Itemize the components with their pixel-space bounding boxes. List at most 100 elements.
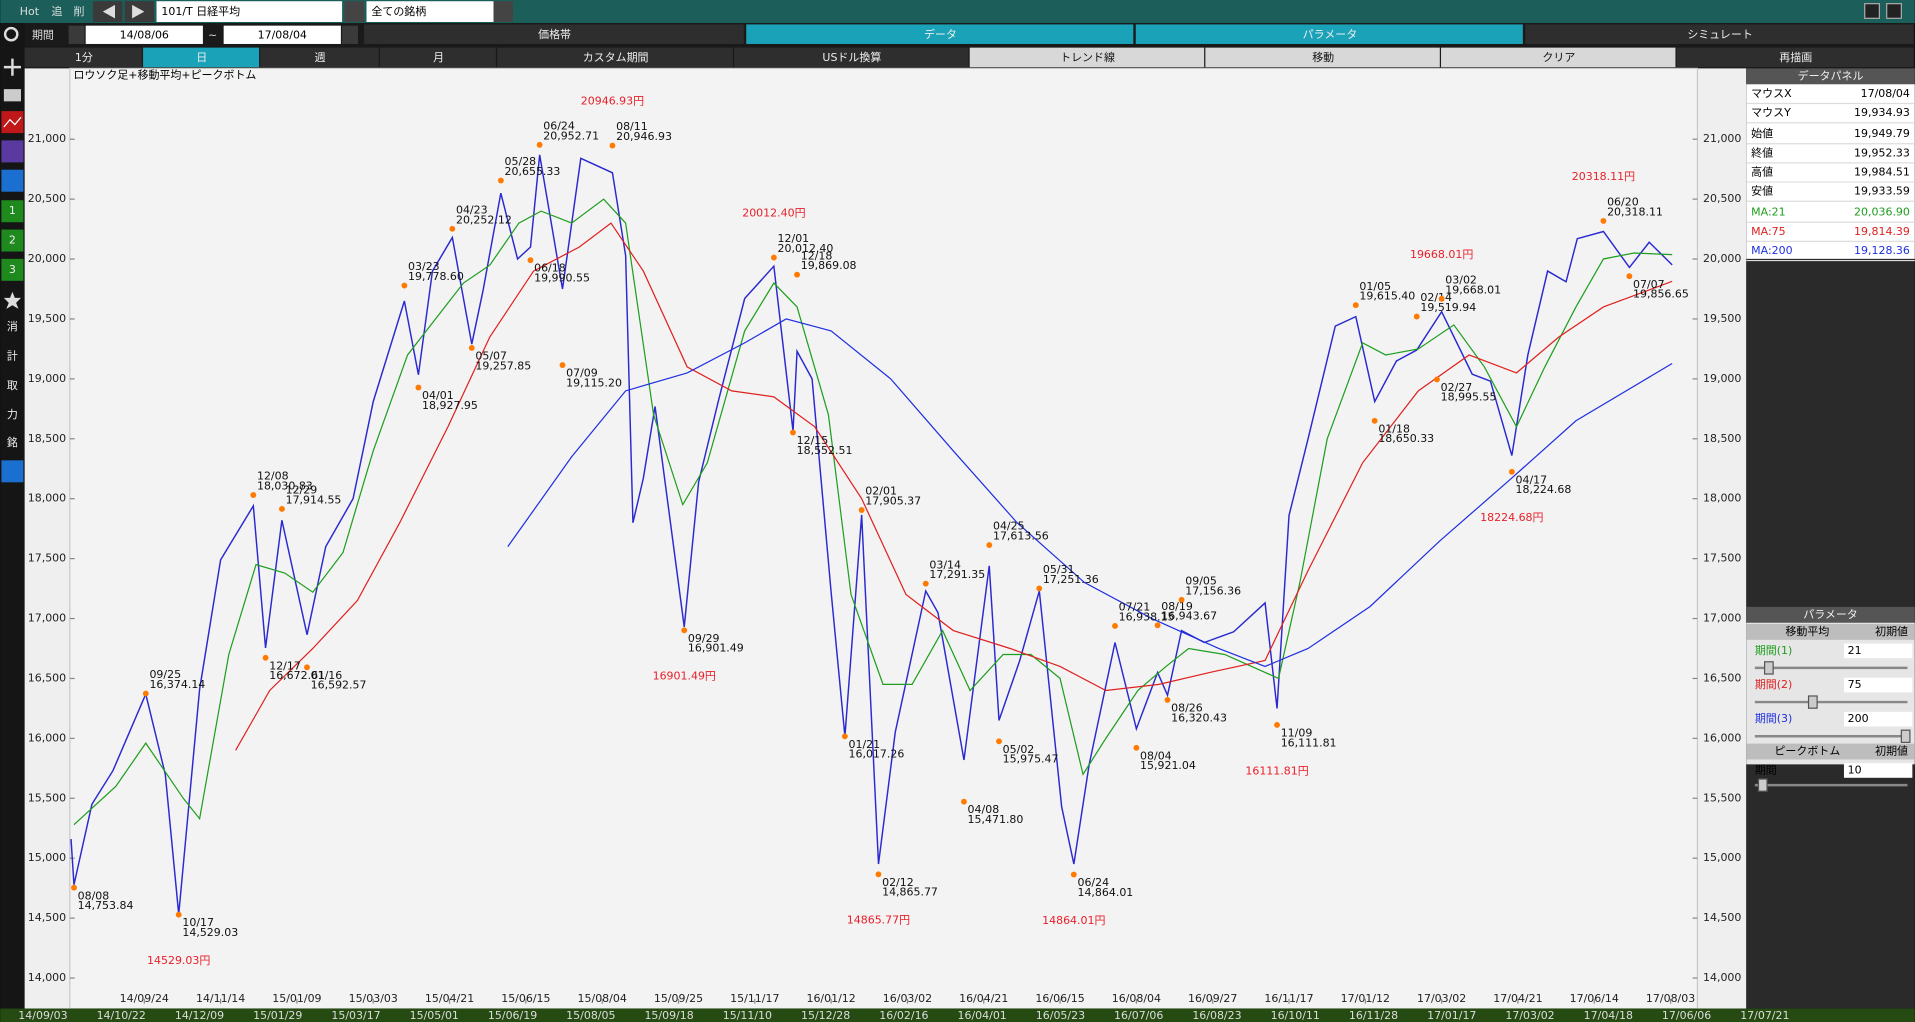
- peak-value: 16,901.49: [688, 642, 744, 655]
- y-tick-label: 16,500: [28, 671, 66, 684]
- universe-input[interactable]: [366, 1, 494, 22]
- tab[interactable]: [364, 24, 744, 44]
- crosshair-icon[interactable]: [3, 58, 21, 76]
- peak-point: [996, 738, 1002, 745]
- peak-value: 16,017.26: [849, 748, 905, 761]
- y-tick-label-right: 15,500: [1703, 791, 1741, 804]
- slider-knob[interactable]: [1757, 778, 1768, 792]
- symbol-text: 101/T 日経平均: [161, 4, 240, 18]
- plot-area: [69, 67, 1699, 1010]
- slider-knob[interactable]: [1807, 695, 1818, 709]
- chart2-icon[interactable]: [1, 140, 24, 163]
- peak-value: 14,529.03: [182, 926, 238, 939]
- tool-label: 計: [7, 349, 18, 363]
- tab[interactable]: [746, 24, 1134, 44]
- to-input[interactable]: [223, 25, 341, 44]
- peak-value: 20,952.71: [543, 129, 599, 142]
- tool-box[interactable]: [1, 229, 24, 252]
- peak-point: [71, 884, 77, 891]
- peak-point: [1036, 585, 1043, 592]
- peak-date: 12/17: [269, 659, 301, 672]
- tab[interactable]: [1135, 24, 1523, 44]
- minimize-button[interactable]: [1864, 3, 1880, 19]
- settings-icon[interactable]: [1, 460, 24, 483]
- peak-date: 09/25: [149, 668, 181, 681]
- slider-knob[interactable]: [1900, 729, 1911, 743]
- tab[interactable]: [1525, 24, 1914, 44]
- tool-box[interactable]: [1, 258, 24, 281]
- period-button[interactable]: [260, 47, 379, 68]
- x-tick-label: 17/04/21: [1493, 992, 1542, 1005]
- peak-date: 06/24: [1077, 876, 1109, 889]
- navigator-bar: [0, 1008, 1915, 1022]
- peak-date: 02/01: [865, 485, 897, 498]
- peak-date: 08/11: [616, 120, 648, 133]
- y-tick-label-right: 17,500: [1703, 552, 1741, 565]
- search-icon[interactable]: [3, 26, 19, 42]
- symbol-dropdown[interactable]: [344, 1, 365, 22]
- x-tick-label: 16/04/21: [959, 992, 1008, 1005]
- peak-value: 15,471.80: [968, 813, 1024, 826]
- y-tick-label-right: 20,000: [1703, 252, 1741, 265]
- star-icon[interactable]: [3, 291, 21, 309]
- peak-annotation: 16111.81円: [1245, 764, 1308, 777]
- period-button[interactable]: [143, 47, 260, 68]
- param-input[interactable]: [1843, 677, 1913, 693]
- tool-label: 1: [9, 204, 16, 217]
- period-button-label: 再描画: [1779, 50, 1812, 64]
- peak-point: [1413, 313, 1420, 320]
- flag-icon[interactable]: [1, 169, 24, 192]
- peak-date: 08/08: [78, 889, 110, 902]
- period-button[interactable]: [969, 47, 1205, 68]
- peak-date: 01/18: [1378, 422, 1410, 435]
- data-panel: [1746, 84, 1915, 259]
- peak-date: 07/21: [1119, 601, 1151, 614]
- y-tick-label: 20,000: [28, 252, 66, 265]
- series-line: [507, 318, 1673, 668]
- tool-label: 3: [9, 263, 16, 276]
- peak-date: 09/05: [1185, 574, 1217, 587]
- universe-dropdown[interactable]: [493, 1, 514, 22]
- camera-icon[interactable]: [3, 89, 21, 102]
- back-icon: [102, 4, 115, 19]
- from-prev[interactable]: [68, 25, 85, 44]
- from-input[interactable]: [85, 25, 203, 44]
- data-value: 19,933.59: [1854, 185, 1910, 198]
- tool-box[interactable]: [1, 200, 24, 223]
- param-input[interactable]: [1843, 643, 1913, 659]
- peak-value: 16,938.15: [1119, 610, 1175, 623]
- period-button[interactable]: [497, 47, 733, 68]
- del-label: 削: [73, 4, 84, 18]
- to-next[interactable]: [342, 25, 358, 44]
- x-tick-label: 15/11/17: [730, 992, 779, 1005]
- peak-date: 02/12: [882, 876, 914, 889]
- period-button[interactable]: [1441, 47, 1676, 68]
- period-button[interactable]: [1676, 47, 1914, 68]
- series-line: [235, 222, 1673, 751]
- y-tick-label-right: 18,500: [1703, 432, 1741, 445]
- peak-annotation: 14864.01円: [1042, 914, 1105, 927]
- maximize-button[interactable]: [1886, 3, 1902, 19]
- peak-point: [1438, 295, 1445, 302]
- ma-title: 移動平均: [1785, 624, 1829, 638]
- navigator-date: 17/03/02: [1505, 1009, 1554, 1022]
- param-input[interactable]: [1843, 711, 1913, 727]
- data-label: MA:200: [1751, 244, 1792, 257]
- param-value: 21: [1848, 644, 1862, 657]
- slider-knob[interactable]: [1763, 661, 1774, 675]
- peak-value: 20,012.40: [778, 242, 834, 255]
- x-tick-label: 16/09/27: [1188, 992, 1237, 1005]
- peak-date: 12/15: [797, 434, 829, 447]
- x-tick-label: 14/09/24: [120, 992, 169, 1005]
- navigator-date: 14/09/03: [18, 1009, 67, 1022]
- chart-icon-line: [3, 116, 22, 128]
- period-button[interactable]: [379, 47, 496, 68]
- period-button[interactable]: [1205, 47, 1440, 68]
- symbol-input[interactable]: [156, 1, 343, 22]
- param-input[interactable]: [1843, 763, 1913, 778]
- period-button[interactable]: [24, 47, 142, 68]
- y-tick-label-right: 19,000: [1703, 372, 1741, 385]
- peak-point: [279, 506, 285, 512]
- peak-point: [794, 271, 800, 278]
- period-button[interactable]: [734, 47, 969, 68]
